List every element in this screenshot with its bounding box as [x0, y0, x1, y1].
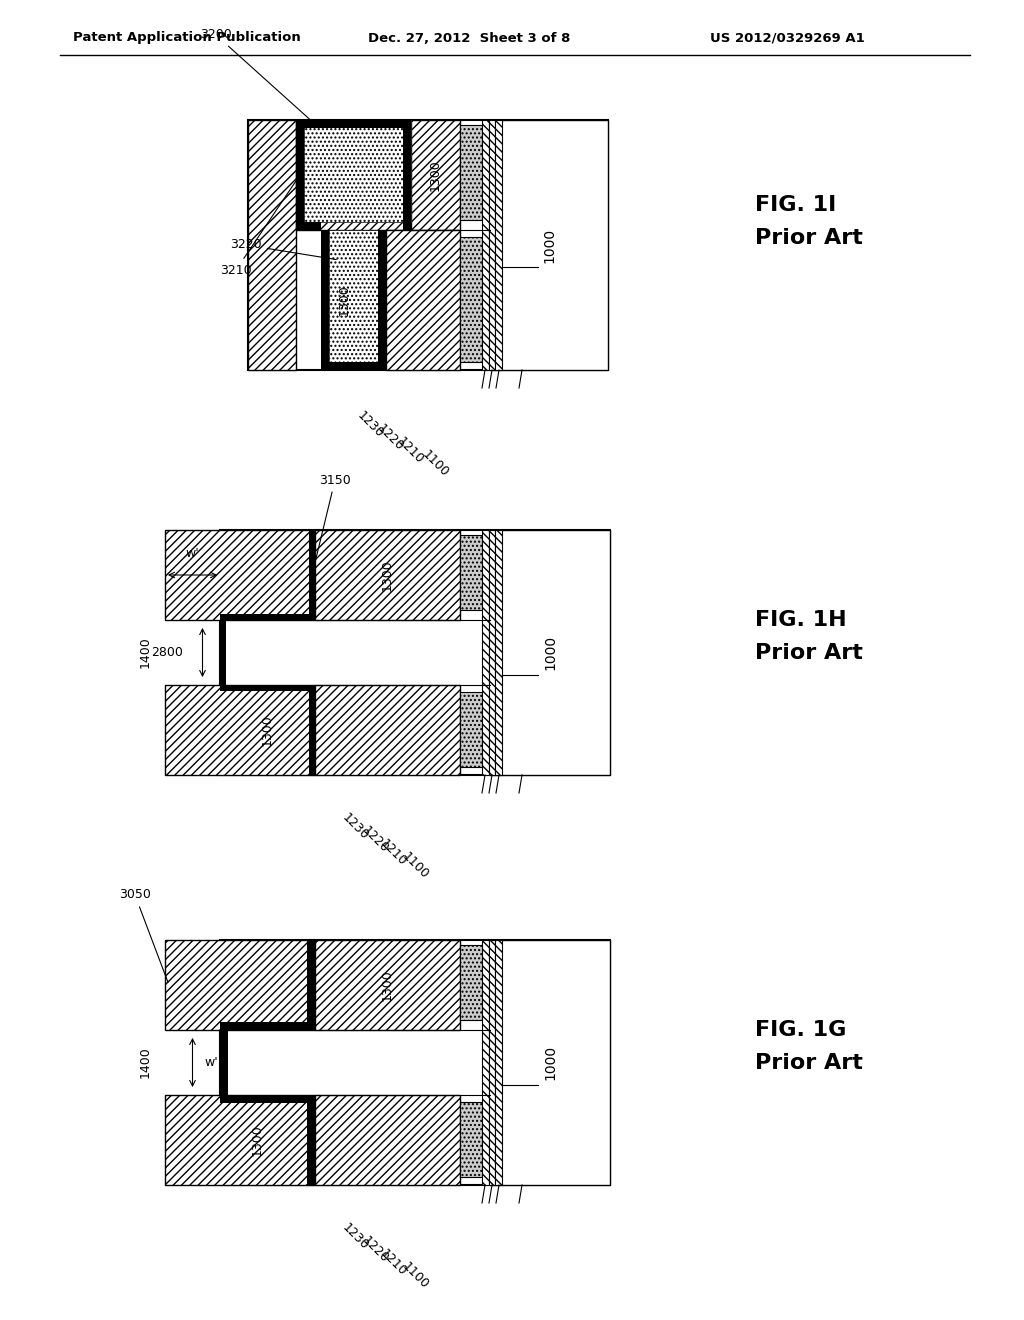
Text: 1230: 1230	[339, 812, 371, 842]
Text: 1300: 1300	[429, 160, 442, 191]
Bar	[495, 940, 502, 1185]
Bar	[321, 362, 386, 370]
Bar	[315, 685, 460, 775]
Text: US 2012/0329269 A1: US 2012/0329269 A1	[710, 32, 864, 45]
Text: 1300: 1300	[381, 969, 394, 1001]
Bar	[165, 531, 315, 620]
Text: 2800: 2800	[151, 645, 182, 659]
Bar	[220, 1096, 315, 1104]
Text: 1000: 1000	[542, 227, 556, 263]
Text: 3210: 3210	[220, 177, 298, 276]
Bar	[307, 1096, 315, 1185]
Bar	[460, 125, 482, 220]
Bar	[460, 535, 482, 610]
Text: 1100: 1100	[419, 449, 451, 480]
Text: w': w'	[185, 546, 200, 560]
Text: 1000: 1000	[543, 1045, 557, 1080]
Bar	[495, 120, 502, 370]
Bar	[307, 940, 315, 1030]
Text: Dec. 27, 2012  Sheet 3 of 8: Dec. 27, 2012 Sheet 3 of 8	[368, 32, 570, 45]
Bar	[460, 238, 482, 362]
Text: 1400: 1400	[138, 636, 152, 668]
Bar	[304, 120, 411, 222]
Text: 3050: 3050	[119, 888, 168, 982]
Bar	[220, 940, 610, 1185]
Bar	[220, 1022, 315, 1030]
Bar	[296, 120, 304, 230]
Bar	[482, 940, 489, 1185]
Bar	[489, 531, 495, 775]
Bar	[490, 940, 610, 1185]
Text: 1220: 1220	[359, 1234, 391, 1266]
Bar	[165, 685, 315, 775]
Text: w': w'	[205, 1056, 218, 1069]
Bar	[165, 1096, 315, 1185]
Text: Prior Art: Prior Art	[755, 643, 863, 663]
Bar	[309, 531, 315, 620]
Text: 1210: 1210	[377, 837, 409, 869]
Bar	[296, 120, 411, 128]
Text: FIG. 1I: FIG. 1I	[755, 195, 837, 215]
Text: Patent Application Publication: Patent Application Publication	[73, 32, 301, 45]
Bar	[403, 120, 411, 230]
Bar	[460, 945, 482, 1020]
Bar	[386, 230, 460, 370]
Text: 1300: 1300	[261, 714, 274, 746]
Bar	[495, 531, 502, 775]
Bar	[309, 685, 315, 775]
Bar	[315, 1096, 460, 1185]
Text: 1220: 1220	[374, 422, 406, 454]
Bar	[220, 685, 309, 690]
Bar	[482, 120, 489, 370]
Bar	[296, 120, 411, 230]
Text: 1210: 1210	[394, 436, 426, 467]
Bar	[460, 1102, 482, 1177]
Text: FIG. 1G: FIG. 1G	[755, 1020, 847, 1040]
Text: 1300: 1300	[338, 284, 350, 315]
Text: 1400: 1400	[138, 1047, 152, 1078]
Text: 1300: 1300	[251, 1125, 264, 1156]
Bar	[248, 120, 608, 370]
Text: 1000: 1000	[543, 635, 557, 671]
Bar	[220, 614, 309, 620]
Bar	[248, 120, 296, 370]
Text: 1230: 1230	[354, 409, 386, 441]
Text: 1100: 1100	[399, 850, 431, 882]
Bar	[220, 531, 610, 775]
Bar	[490, 531, 610, 775]
Bar	[490, 120, 608, 370]
Bar	[329, 230, 378, 362]
Bar	[489, 120, 495, 370]
Bar	[460, 692, 482, 767]
Bar	[411, 120, 460, 230]
Bar	[378, 230, 386, 370]
Bar	[220, 1030, 228, 1096]
Bar	[165, 940, 315, 1030]
Text: 3200: 3200	[200, 29, 314, 123]
Text: 1210: 1210	[377, 1247, 409, 1279]
Text: 3220: 3220	[230, 239, 336, 260]
Bar	[315, 940, 460, 1030]
Bar	[315, 531, 460, 620]
Text: 1300: 1300	[381, 560, 394, 591]
Bar	[296, 222, 321, 230]
Text: 1220: 1220	[359, 824, 391, 855]
Text: 1230: 1230	[339, 1221, 371, 1253]
Bar	[220, 620, 226, 685]
Bar	[489, 940, 495, 1185]
Text: Prior Art: Prior Art	[755, 228, 863, 248]
Text: FIG. 1H: FIG. 1H	[755, 610, 847, 630]
Text: 3150: 3150	[312, 474, 351, 573]
Bar	[321, 230, 329, 370]
Bar	[482, 531, 489, 775]
Text: 1100: 1100	[399, 1261, 431, 1292]
Text: Prior Art: Prior Art	[755, 1053, 863, 1073]
